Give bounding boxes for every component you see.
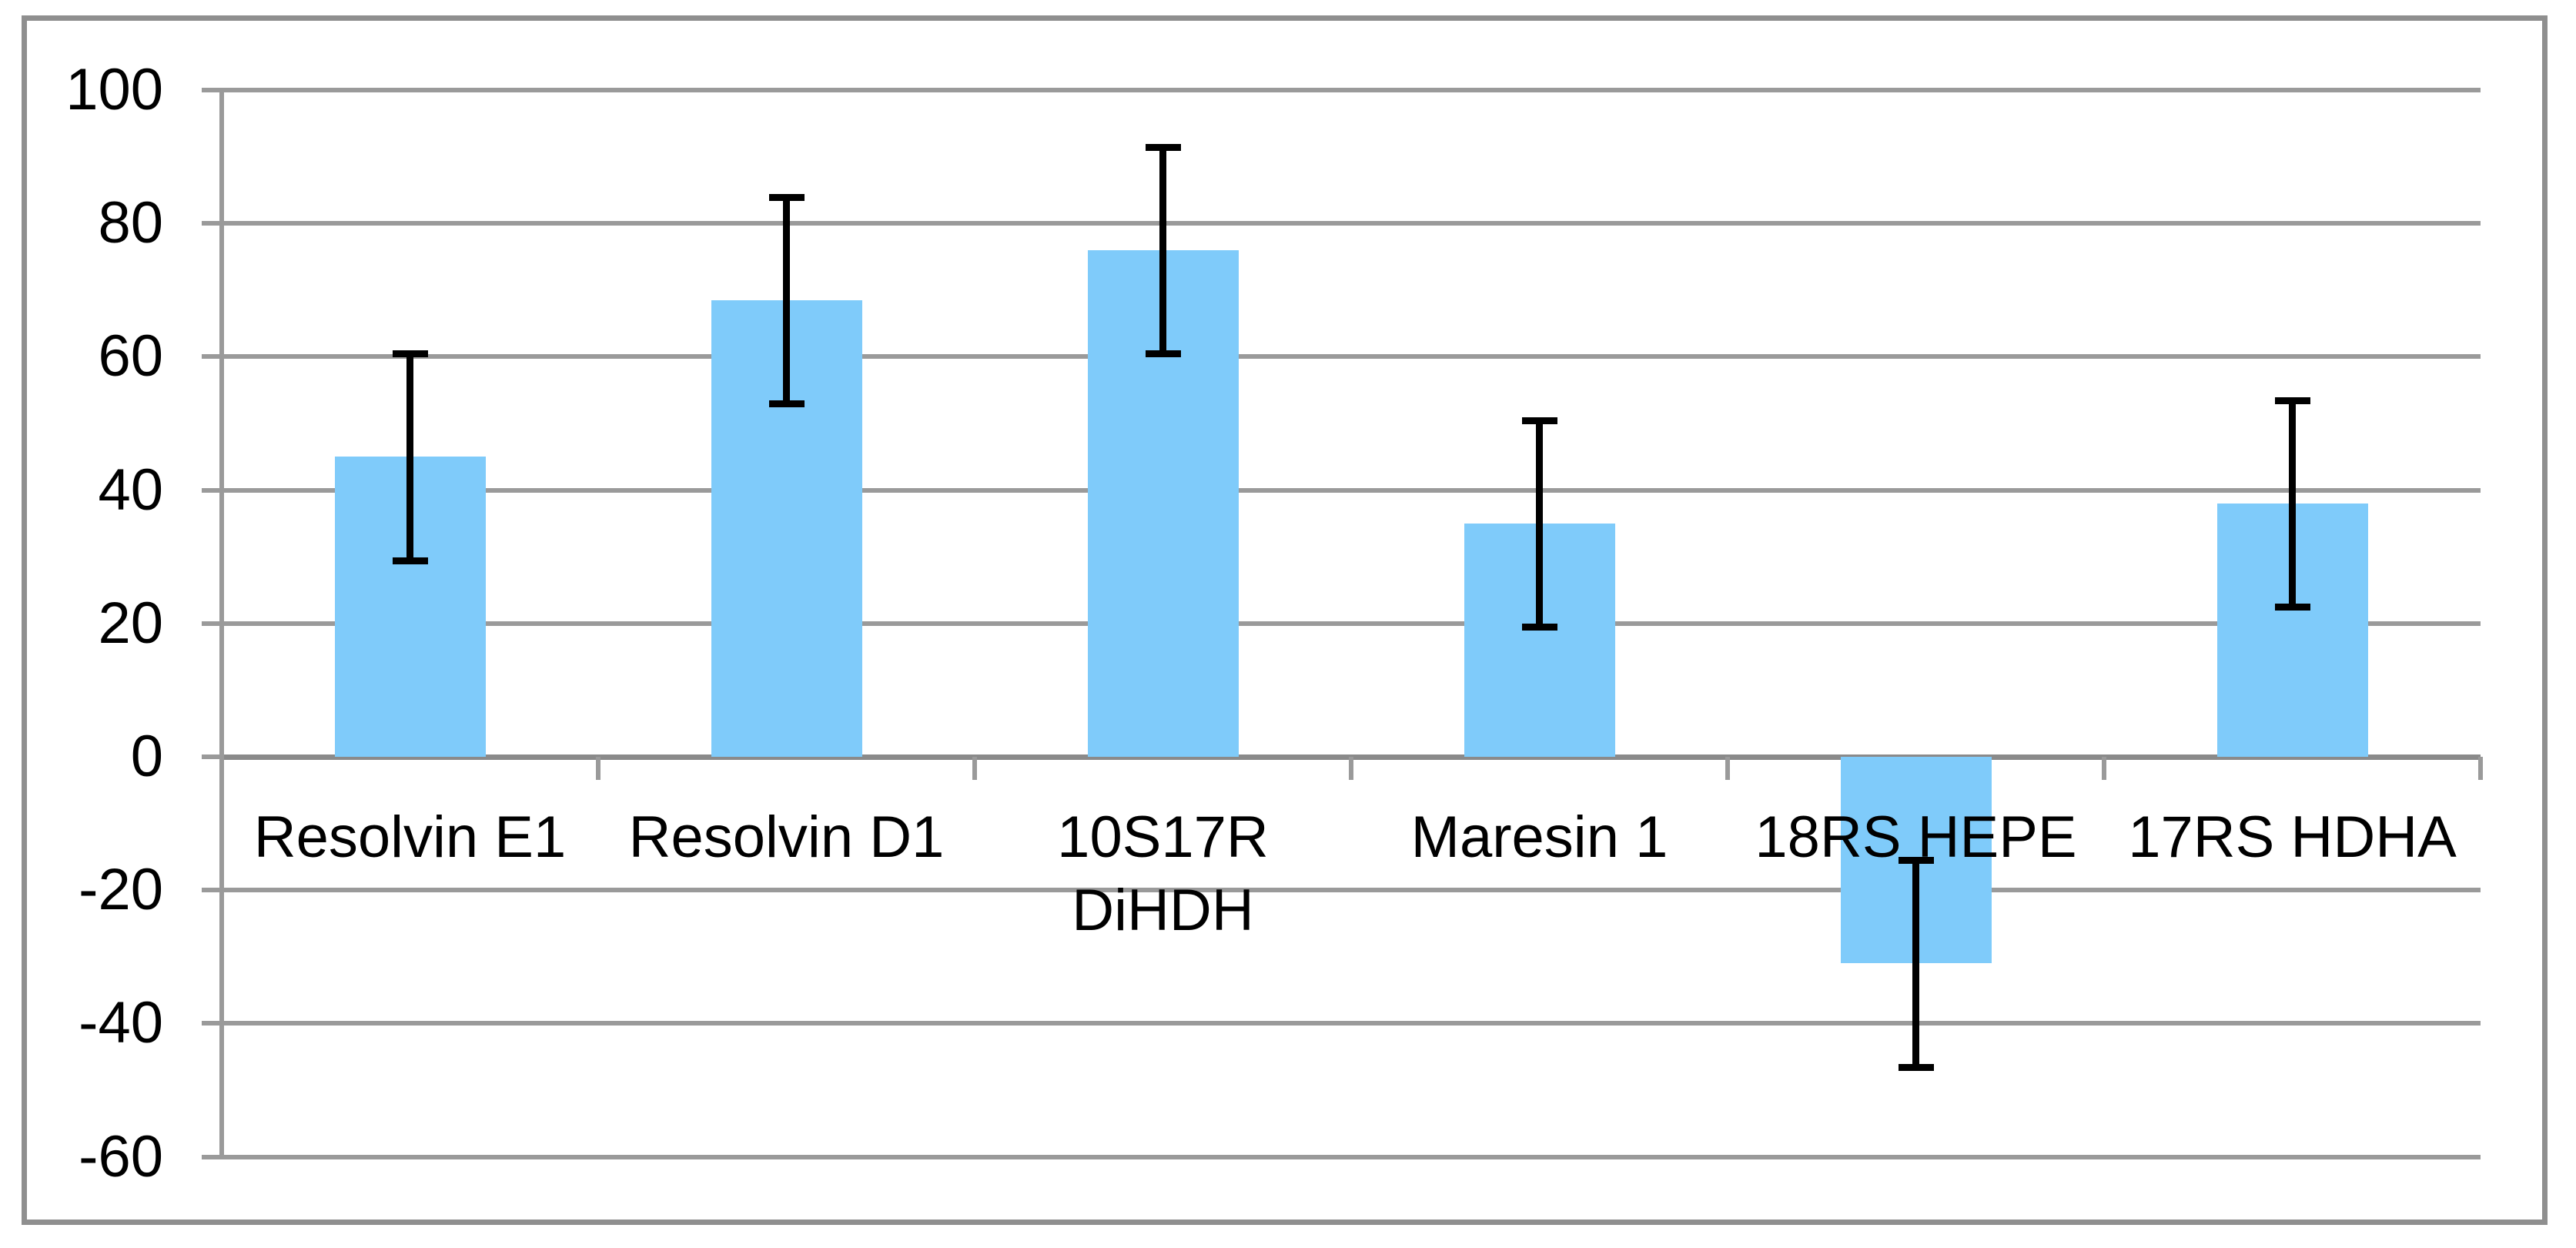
category-label: Maresin 1	[1351, 801, 1728, 874]
category-label: Resolvin E1	[222, 801, 598, 874]
error-bar-line	[1912, 860, 1919, 1067]
error-bar-cap-bottom	[2274, 604, 2310, 611]
y-axis-label: -40	[79, 990, 163, 1056]
error-bar-cap-bottom	[768, 400, 805, 408]
error-bar-cap-bottom	[1898, 1063, 1934, 1071]
category-axis-tick	[596, 757, 601, 780]
y-axis-tick	[202, 754, 222, 759]
category-axis-tick	[1725, 757, 1730, 780]
gridline	[222, 621, 2481, 626]
y-axis-label: 0	[130, 724, 163, 789]
error-bar-cap-top	[1898, 857, 1934, 865]
y-axis-line	[219, 88, 224, 1159]
error-bar-cap-top	[768, 193, 805, 201]
gridline	[222, 88, 2481, 92]
error-bar-cap-top	[1521, 417, 1557, 424]
gridline	[222, 888, 2481, 893]
error-bar-line	[406, 353, 413, 560]
category-label-line: 10S17R	[1057, 805, 1269, 870]
y-axis-label: 80	[98, 190, 163, 256]
category-label-line: 17RS HDHA	[2128, 805, 2457, 870]
category-label-line: Maresin 1	[1410, 805, 1668, 870]
category-label: 10S17R DiHDH	[975, 801, 1351, 947]
y-axis-label: 40	[98, 457, 163, 523]
category-label: 18RS HEPE	[1728, 801, 2104, 874]
y-axis-label: -20	[79, 857, 163, 923]
gridline	[222, 1021, 2481, 1026]
category-axis-tick	[219, 757, 224, 780]
category-label: 17RS HDHA	[2104, 801, 2481, 874]
gridline	[222, 221, 2481, 226]
y-axis-label: 60	[98, 323, 163, 390]
category-label-line: 18RS HEPE	[1755, 805, 2077, 870]
error-bar-cap-bottom	[392, 557, 428, 564]
error-bar-line	[1159, 146, 1166, 354]
category-axis-tick	[2102, 757, 2106, 780]
y-axis-tick	[202, 888, 222, 893]
category-label-line: DiHDH	[1072, 878, 1254, 943]
error-bar-line	[2289, 400, 2296, 607]
y-axis-tick	[202, 1154, 222, 1159]
y-axis-label: 20	[98, 590, 163, 656]
y-axis-label: -60	[79, 1123, 163, 1189]
gridline	[222, 487, 2481, 493]
gridline	[222, 1154, 2481, 1159]
error-bar-cap-top	[1145, 143, 1181, 151]
error-bar-cap-bottom	[1521, 624, 1557, 631]
y-axis-tick	[202, 487, 222, 493]
error-bar-cap-bottom	[1145, 350, 1181, 358]
category-label-line: Resolvin E1	[253, 805, 567, 870]
category-axis-tick	[972, 757, 977, 780]
y-axis-tick	[202, 1021, 222, 1026]
gridline	[222, 354, 2481, 360]
error-bar-line	[1536, 420, 1543, 627]
y-axis-tick	[202, 221, 222, 226]
category-axis-tick	[2478, 757, 2483, 780]
y-axis-tick	[202, 621, 222, 626]
y-axis-tick	[202, 354, 222, 360]
error-bar-cap-top	[392, 350, 428, 358]
error-bar-line	[783, 196, 790, 403]
y-axis-tick	[202, 88, 222, 92]
y-axis-label: 100	[65, 57, 163, 122]
category-axis-tick	[1349, 757, 1353, 780]
error-bar-cap-top	[2274, 396, 2310, 404]
category-label: Resolvin D1	[598, 801, 975, 874]
category-label-line: Resolvin D1	[628, 805, 945, 870]
